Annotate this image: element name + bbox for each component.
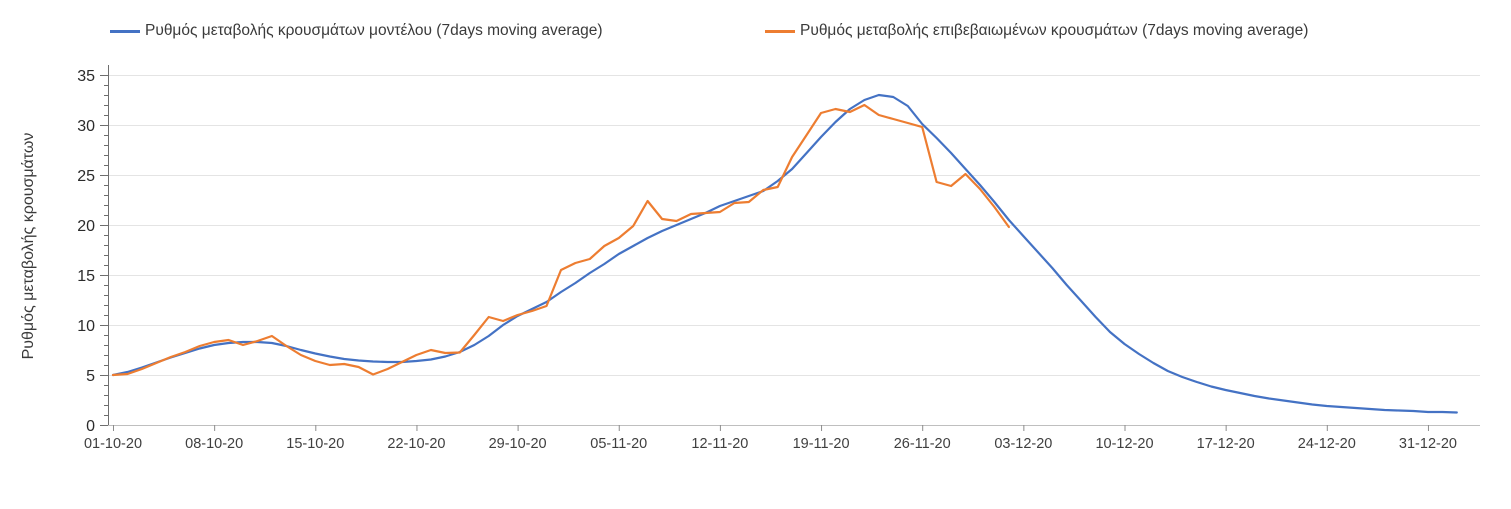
legend-item-confirmed: Ρυθμός μεταβολής επιβεβαιωμένων κρουσμάτ…	[765, 22, 1308, 40]
x-tick-label: 24-12-20	[1298, 436, 1356, 452]
x-tick-label: 17-12-20	[1197, 436, 1255, 452]
x-tick-label: 01-10-20	[84, 436, 142, 452]
y-tick-label: 5	[86, 368, 95, 385]
y-tick-label: 10	[77, 318, 95, 335]
x-tick-label: 31-12-20	[1399, 436, 1457, 452]
y-tick-label: 20	[77, 218, 95, 235]
x-tick-label: 22-10-20	[387, 436, 445, 452]
model-line-swatch	[110, 29, 140, 33]
y-tick-label: 35	[77, 68, 95, 85]
y-tick-label: 25	[77, 168, 95, 185]
model-series-line	[111, 93, 1458, 414]
x-tick-label: 05-11-20	[590, 436, 647, 452]
chart-legend: Ρυθμός μεταβολής κρουσμάτων μοντέλου (7d…	[0, 22, 1511, 46]
confirmed-series-line	[111, 103, 1011, 377]
x-tick-label: 03-12-20	[994, 436, 1052, 452]
x-tick-label: 15-10-20	[286, 436, 344, 452]
x-tick-label: 08-10-20	[185, 436, 243, 452]
x-tick-label: 26-11-20	[894, 436, 951, 452]
legend-item-model: Ρυθμός μεταβολής κρουσμάτων μοντέλου (7d…	[110, 22, 603, 40]
y-tick-label: 30	[77, 118, 95, 135]
legend-label-confirmed: Ρυθμός μεταβολής επιβεβαιωμένων κρουσμάτ…	[800, 22, 1309, 39]
x-tick-label: 19-11-20	[793, 436, 850, 452]
x-tick-label: 29-10-20	[489, 436, 547, 452]
y-tick-label: 15	[77, 268, 95, 285]
confirmed-line-swatch	[765, 29, 795, 33]
x-tick-label: 10-12-20	[1095, 436, 1153, 452]
x-tick-label: 12-11-20	[691, 436, 748, 452]
legend-label-model: Ρυθμός μεταβολής κρουσμάτων μοντέλου (7d…	[145, 22, 603, 39]
y-tick-label: 0	[86, 418, 95, 435]
